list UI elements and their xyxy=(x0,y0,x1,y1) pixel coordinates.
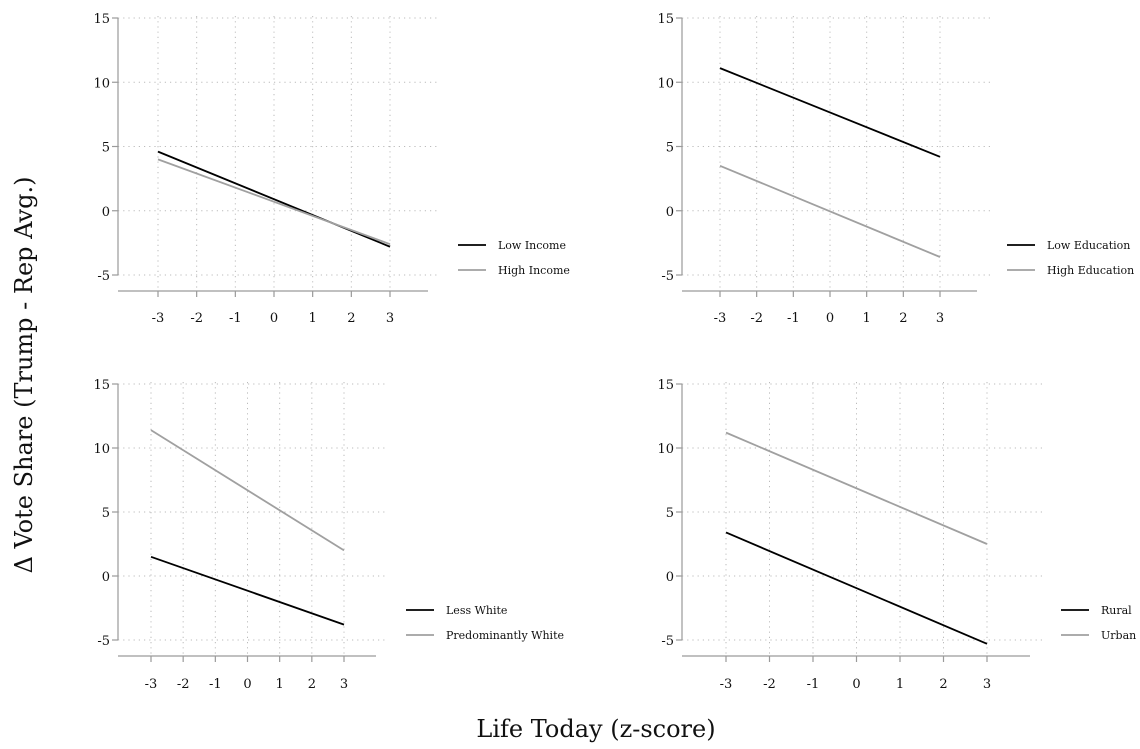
x-tick-label: 3 xyxy=(983,677,991,692)
series-line-2 xyxy=(719,164,941,258)
x-tick-label: -3 xyxy=(152,311,165,326)
x-tick-label: 1 xyxy=(276,677,284,692)
x-tick-label: -1 xyxy=(229,311,242,326)
x-tick-label: 1 xyxy=(863,311,871,326)
x-tick-label: 0 xyxy=(270,311,278,326)
series-line-2 xyxy=(725,431,988,545)
x-tick-label: 3 xyxy=(386,311,394,326)
chart-panel-2: -5 0 5 10 15 -3 -2 -1 0 1 2 3 Low Education High Educ… xyxy=(657,12,1134,326)
legend-label: High Education xyxy=(1047,264,1134,277)
chart-panel-4: -5 0 5 10 15 -3 -2 -1 0 1 2 3 Rural Urban xyxy=(657,378,1136,692)
y-tick-label: -5 xyxy=(97,269,110,284)
y-tick-label: -5 xyxy=(97,634,110,649)
x-tick-label: 3 xyxy=(936,311,944,326)
x-tick-label: -2 xyxy=(190,311,203,326)
y-tick-label: 5 xyxy=(666,141,674,156)
series-line-1 xyxy=(150,555,345,626)
legend-label: Predominantly White xyxy=(446,629,564,642)
x-tick-label: -1 xyxy=(787,311,800,326)
y-tick-label: 5 xyxy=(102,506,110,521)
y-tick-label: 15 xyxy=(93,12,110,27)
x-tick-label: 2 xyxy=(939,677,947,692)
x-tick-label: 0 xyxy=(826,311,834,326)
y-tick-label: -5 xyxy=(661,634,674,649)
x-tick-label: -2 xyxy=(750,311,763,326)
y-tick-label: 0 xyxy=(666,570,674,585)
x-tick-label: 0 xyxy=(852,677,860,692)
y-tick-label: -5 xyxy=(661,269,674,284)
series-line-1 xyxy=(719,67,941,158)
x-tick-label: -3 xyxy=(720,677,733,692)
y-tick-label: 15 xyxy=(657,12,674,27)
series-line-1 xyxy=(157,150,391,248)
series-line-2 xyxy=(150,429,345,552)
x-tick-label: -2 xyxy=(177,677,190,692)
chart-panel-3: -5 0 5 10 15 -3 -2 -1 0 1 2 3 Less White Predominantl… xyxy=(93,378,564,692)
x-tick-label: 2 xyxy=(308,677,316,692)
y-tick-label: 10 xyxy=(657,76,674,91)
x-tick-label: 0 xyxy=(243,677,251,692)
y-tick-label: 10 xyxy=(93,76,110,91)
x-tick-label: -1 xyxy=(807,677,820,692)
x-tick-label: 1 xyxy=(896,677,904,692)
y-tick-label: 0 xyxy=(102,205,110,220)
x-tick-label: 1 xyxy=(309,311,317,326)
series-line-1 xyxy=(725,531,988,645)
y-tick-label: 0 xyxy=(102,570,110,585)
y-tick-label: 10 xyxy=(93,442,110,457)
series-line-2 xyxy=(157,158,391,246)
x-tick-label: -1 xyxy=(209,677,222,692)
legend-label: Low Education xyxy=(1047,239,1130,252)
legend-label: High Income xyxy=(498,264,570,277)
x-tick-label: -3 xyxy=(145,677,158,692)
x-tick-label: -2 xyxy=(763,677,776,692)
y-tick-label: 15 xyxy=(93,378,110,393)
x-tick-label: 2 xyxy=(347,311,355,326)
x-axis-title: Life Today (z-score) xyxy=(476,715,715,743)
y-axis-title: Δ Vote Share (Trump - Rep Avg.) xyxy=(10,177,38,574)
y-tick-label: 5 xyxy=(666,506,674,521)
y-tick-label: 0 xyxy=(666,205,674,220)
x-tick-label: -3 xyxy=(714,311,727,326)
legend-label: Less White xyxy=(446,604,507,617)
chart-panel-1: -5 0 5 10 15 -3 -2 -1 0 1 2 3 Low Income High Income xyxy=(93,12,569,326)
legend-label: Urban xyxy=(1101,629,1136,642)
legend-label: Rural xyxy=(1101,604,1132,617)
y-tick-label: 10 xyxy=(657,442,674,457)
y-tick-label: 15 xyxy=(657,378,674,393)
legend-label: Low Income xyxy=(498,239,566,252)
y-tick-label: 5 xyxy=(102,141,110,156)
x-tick-label: 2 xyxy=(899,311,907,326)
x-tick-label: 3 xyxy=(340,677,348,692)
